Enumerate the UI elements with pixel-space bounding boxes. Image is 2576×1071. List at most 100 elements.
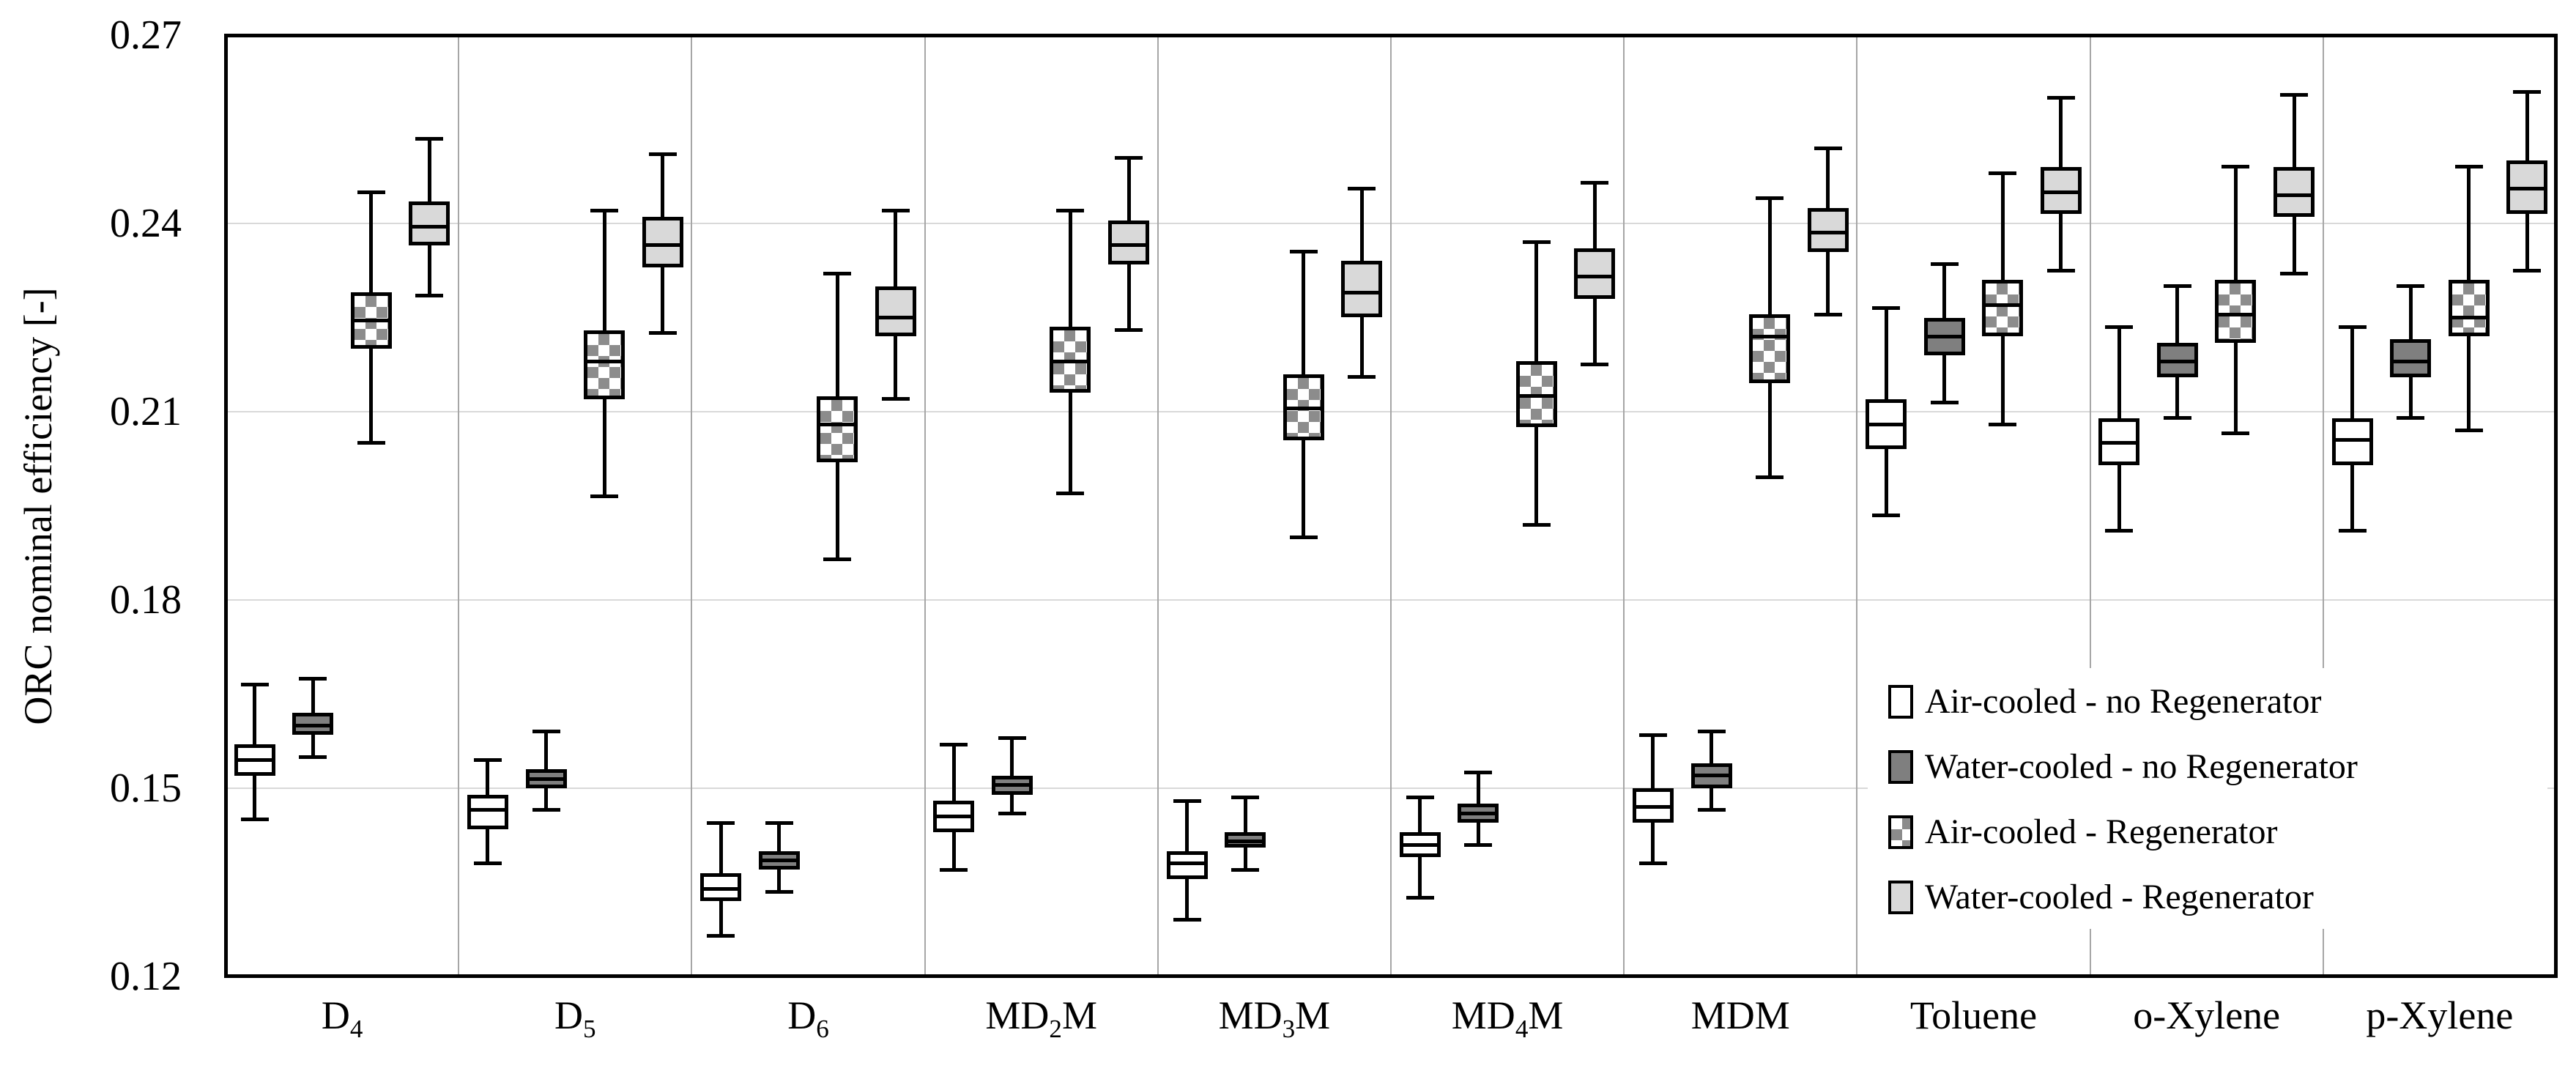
legend-entry-label: Water-cooled - no Regenerator [1925,747,2358,786]
whisker-cap-bottom [881,397,910,401]
x-category-label-MDM: MDM [1690,993,1790,1037]
category-separator-7 [1856,35,1858,976]
y-tick-label-0.27: 0.27 [110,12,182,58]
whisker-cap-bottom [1115,328,1143,333]
whisker-cap-top [1231,796,1260,800]
median-line [584,359,626,363]
median-line [1166,861,1208,866]
box-q1-q3 [2448,280,2490,337]
whisker-cap-top [2454,165,2483,169]
category-separator-4 [1157,35,1159,976]
median-line [1050,359,1091,363]
legend-entry-water-cooled-regenerator: Water-cooled - Regenerator [1888,875,2540,919]
whisker-cap-top [357,190,385,194]
whisker-cap-top [765,820,793,825]
box-q1-q3 [1982,280,2024,337]
whisker-cap-bottom [648,331,677,336]
box-q1-q3 [817,396,858,462]
whisker-cap-top [2221,165,2250,169]
whisker-cap-top [2105,325,2134,329]
whisker-cap-bottom [1406,896,1434,900]
whisker-cap-bottom [1231,867,1260,872]
whisker-cap-top [1056,209,1085,213]
category-separator-5 [1390,35,1392,976]
legend-entry-air-cooled-regenerator: Air-cooled - Regenerator [1888,810,2540,854]
box-q1-q3 [642,217,683,267]
whisker-cap-top [1289,250,1318,254]
box-q1-q3 [584,330,626,399]
median-line [234,757,275,762]
median-line [2098,441,2140,445]
legend-entry-water-cooled-no-regenerator: Water-cooled - no Regenerator [1888,745,2540,789]
whisker-cap-top [2513,89,2542,94]
whisker-cap-bottom [707,933,735,938]
whisker-cap-top [881,209,910,213]
whisker-cap-top [998,735,1026,740]
whisker-cap-bottom [2454,429,2483,433]
category-separator-1 [458,35,460,976]
whisker-cap-top [1814,146,1842,150]
median-line [1923,334,1965,338]
whisker-cap-bottom [299,755,327,759]
whisker-cap-top [1872,306,1901,311]
whisker-cap-top [240,683,269,687]
whisker-cap-top [1406,796,1434,800]
whisker-cap-bottom [823,557,852,561]
category-separator-9 [2322,35,2324,976]
box-q1-q3 [1574,248,1616,299]
whisker-cap-top [1756,196,1784,201]
box-q1-q3 [875,286,916,337]
legend-entry-air-cooled-no-regenerator: Air-cooled - no Regenerator [1888,680,2540,724]
legend-swatch-icon [1888,750,1913,784]
box-q1-q3 [1807,207,1849,252]
whisker-cap-bottom [1173,918,1201,922]
whisker-cap-top [1581,180,1609,185]
whisker-cap-bottom [2163,416,2191,420]
x-category-label-D4: D4 [321,993,363,1043]
median-line [1632,805,1674,809]
median-line [292,723,334,727]
median-line [2040,190,2082,194]
whisker-cap-top [707,820,735,825]
whisker-cap-top [1989,171,2017,175]
median-line [2274,193,2315,197]
whisker-cap-bottom [1872,513,1901,517]
legend-entry-label: Air-cooled - Regenerator [1925,812,2278,851]
whisker-cap-top [823,272,852,276]
median-line [1458,811,1499,815]
x-category-label-p-Xylene: p-Xylene [2366,993,2514,1037]
whisker-cap-top [2046,96,2075,100]
whisker-cap-top [1930,262,1959,267]
whisker-cap-top [1464,771,1493,775]
whisker-cap-top [648,152,677,157]
whisker-cap-top [2397,284,2425,289]
median-line [1515,394,1557,399]
whisker-cap-top [2338,325,2367,329]
y-axis-title: ORC nominal efficiency [-] [16,286,60,725]
whisker-cap-bottom [2513,268,2542,273]
y-tick-label-0.15: 0.15 [110,766,182,811]
whisker-cap-bottom [1581,363,1609,367]
median-line [2215,312,2257,316]
x-category-label-D6: D6 [787,993,829,1043]
median-line [1866,422,1907,426]
whisker-cap-bottom [1697,808,1726,812]
x-category-label-MD3M: MD3M [1218,993,1331,1043]
median-line [2390,359,2432,363]
median-line [1807,231,1849,235]
median-line [1225,840,1266,844]
whisker-cap-top [1638,733,1667,737]
median-line [758,859,800,863]
whisker-cap-top [473,757,502,762]
median-line [1108,243,1150,248]
category-separator-6 [1623,35,1625,976]
median-line [875,316,916,319]
x-category-label-o-Xylene: o-Xylene [2133,993,2281,1037]
legend-swatch-icon [1888,815,1913,849]
median-line [525,777,567,781]
whisker-cap-bottom [473,861,502,866]
median-line [2506,187,2548,191]
whisker-cap-bottom [240,818,269,822]
median-line [1982,303,2024,307]
